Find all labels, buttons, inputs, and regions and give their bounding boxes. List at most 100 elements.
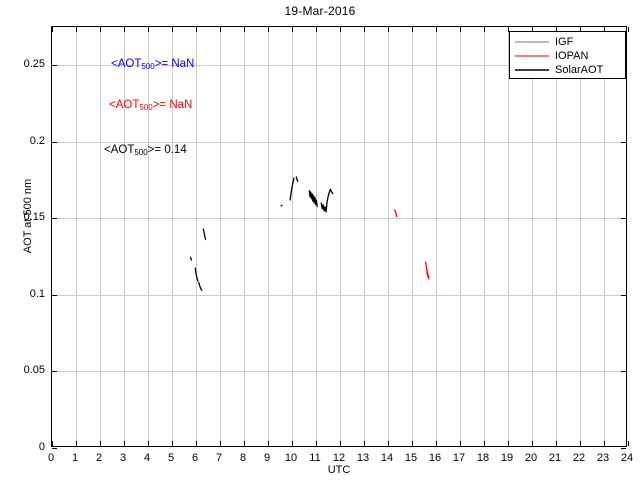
x-axis-tick-label: 13 [356,452,370,464]
y-axis-tick [52,142,57,143]
gridline-vertical [364,27,365,446]
x-axis-tick [604,441,605,446]
x-axis-tick-top [556,27,557,32]
y-axis-title: AOT at 500 nm [22,178,34,254]
legend-color-swatch [515,69,549,71]
x-axis-tick [508,441,509,446]
y-axis-tick-right [621,295,626,296]
x-axis-tick-top [148,27,149,32]
x-axis-tick [148,441,149,446]
x-axis-tick [556,441,557,446]
x-axis-tick-label: 16 [428,452,442,464]
y-axis-tick [52,218,57,219]
data-series-solaraot [289,177,295,201]
x-axis-title: UTC [327,464,351,476]
gridline-vertical [388,27,389,446]
gridline-vertical [124,27,125,446]
x-axis-tick-label: 12 [332,452,346,464]
x-axis-tick [580,441,581,446]
gridline-vertical [604,27,605,446]
x-axis-tick-label: 9 [263,452,271,464]
x-axis-tick-top [52,27,53,32]
x-axis-tick-top [628,27,629,32]
x-axis-tick-label: 0 [47,452,55,464]
x-axis-tick [364,441,365,446]
x-axis-tick [484,441,485,446]
y-axis-tick [52,371,57,372]
x-axis-tick-label: 8 [239,452,247,464]
x-axis-tick-top [244,27,245,32]
legend-label: IOPAN [555,50,589,62]
legend-item-iopan[interactable]: IOPAN [510,49,625,63]
gridline-vertical [412,27,413,446]
x-axis-tick-top [316,27,317,32]
gridline-horizontal [52,65,626,66]
x-axis-tick-top [604,27,605,32]
annotation-iopan-mean: <AOT500>= NaN [109,99,193,112]
x-axis-tick [220,441,221,446]
x-axis-tick-top [484,27,485,32]
legend-item-solaraot[interactable]: SolarAOT [510,63,625,77]
x-axis-tick-top [388,27,389,32]
legend[interactable]: IGF IOPAN SolarAOT [509,31,626,79]
x-axis-tick-top [460,27,461,32]
gridline-vertical [244,27,245,446]
gridline-vertical [436,27,437,446]
x-axis-tick [436,441,437,446]
y-axis-tick-label: 0.05 [23,364,45,377]
y-axis-tick-label: 0.1 [29,287,45,300]
data-series-iopan [394,209,398,218]
x-axis-tick-label: 23 [596,452,610,464]
data-series-iopan [424,261,430,280]
data-series-solaraot [202,228,207,241]
y-axis-tick-right [621,218,626,219]
x-axis-tick-label: 17 [452,452,466,464]
x-axis-tick-top [580,27,581,32]
gridline-horizontal [52,295,626,296]
y-axis-tick [52,65,57,66]
gridline-vertical [556,27,557,446]
x-axis-tick-top [196,27,197,32]
data-series-solaraot [308,190,318,208]
y-axis-tick-label: 0.2 [29,134,45,147]
chart-title: 19-Mar-2016 [284,4,356,18]
x-axis-tick-label: 1 [71,452,79,464]
gridline-vertical [220,27,221,446]
y-axis-tick [52,448,57,449]
gridline-vertical [292,27,293,446]
x-axis-tick-label: 24 [620,452,634,464]
x-axis-tick [76,441,77,446]
legend-label: IGF [555,36,574,48]
x-axis-tick-top [100,27,101,32]
x-axis-tick [100,441,101,446]
x-axis-tick [124,441,125,446]
legend-item-igf[interactable]: IGF [510,35,625,49]
x-axis-tick-top [124,27,125,32]
gridline-vertical [148,27,149,446]
data-series-solaraot [295,176,299,182]
x-axis-tick-top [532,27,533,32]
x-axis-tick [196,441,197,446]
x-axis-tick-label: 18 [476,452,490,464]
gridline-horizontal [52,142,626,143]
x-axis-tick [316,441,317,446]
gridline-vertical [532,27,533,446]
gridline-vertical [76,27,77,446]
gridline-vertical [484,27,485,446]
x-axis-tick-label: 22 [572,452,586,464]
x-axis-tick [52,441,53,446]
legend-color-swatch [515,55,549,57]
legend-color-swatch [515,41,549,43]
gridlines [52,27,626,446]
plot-area: <AOT500>= NaN <AOT500>= NaN <AOT500>= 0.14 [51,26,629,449]
x-axis-tick [172,441,173,446]
gridline-vertical [268,27,269,446]
annotations-layer: <AOT500>= NaN <AOT500>= NaN <AOT500>= 0.14 [52,27,626,446]
legend-label: SolarAOT [555,64,604,76]
gridline-vertical [340,27,341,446]
gridline-vertical [460,27,461,446]
x-axis-tick [532,441,533,446]
x-axis-tick-top [172,27,173,32]
gridline-vertical [316,27,317,446]
